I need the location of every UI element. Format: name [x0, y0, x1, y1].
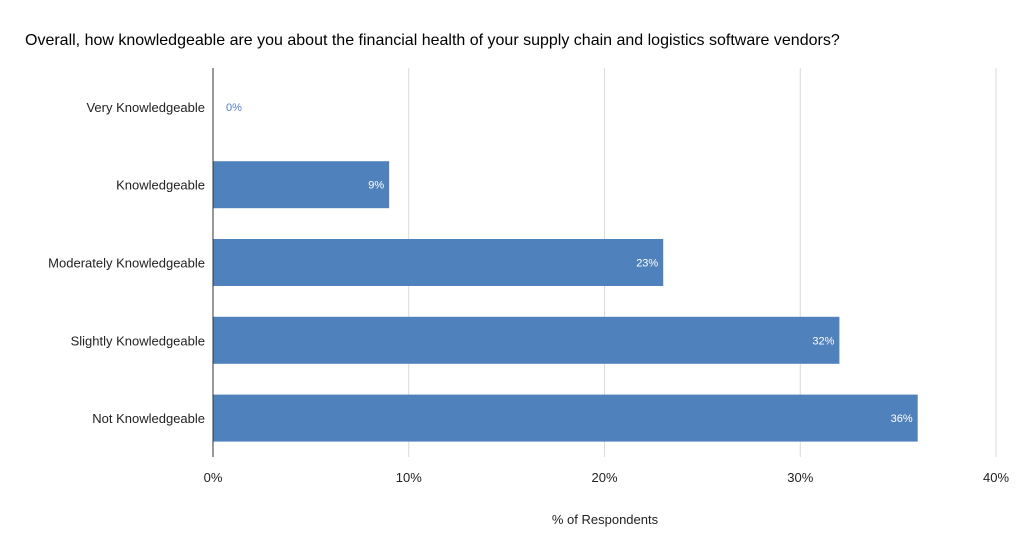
bars [213, 161, 918, 442]
labels: 0% 10% 20% 30% 40% Very Knowledgeable 0% Knowle… [48, 100, 1009, 485]
x-tick-label: 30% [787, 470, 813, 485]
data-label: 0% [226, 102, 242, 114]
category-label: Slightly Knowledgeable [71, 333, 205, 348]
category-label: Very Knowledgeable [86, 100, 205, 115]
bar [213, 316, 840, 364]
category-label: Moderately Knowledgeable [48, 256, 205, 271]
x-tick-label: 0% [204, 470, 223, 485]
data-label: 32% [812, 335, 834, 347]
data-label: 9% [368, 180, 384, 192]
data-label: 23% [636, 258, 658, 270]
x-axis-title: % of Respondents [552, 512, 659, 527]
x-tick-label: 40% [983, 470, 1009, 485]
data-label: 36% [891, 413, 913, 425]
x-tick-label: 10% [396, 470, 422, 485]
bar [213, 239, 664, 286]
x-tick-label: 20% [591, 470, 617, 485]
category-label: Not Knowledgeable [92, 411, 205, 426]
bar [213, 394, 918, 442]
chart-title: Overall, how knowledgeable are you about… [25, 32, 840, 49]
category-label: Knowledgeable [116, 178, 205, 193]
bar [213, 161, 390, 209]
